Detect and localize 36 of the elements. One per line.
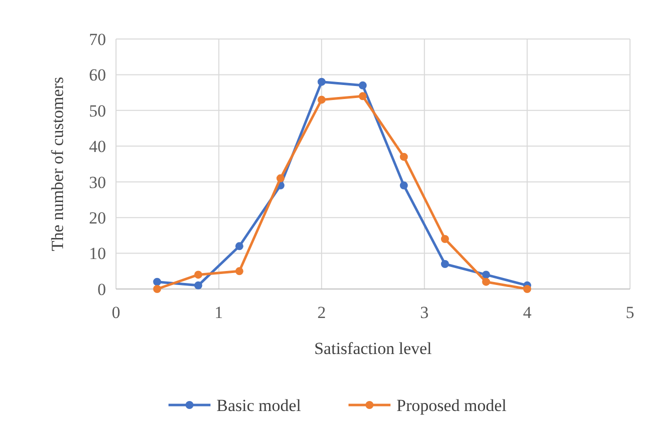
- y-tick-label: 20: [89, 208, 106, 228]
- point: [358, 81, 367, 90]
- point: [318, 78, 326, 86]
- x-tick-label: 1: [214, 303, 224, 322]
- x-tick-label: 2: [317, 303, 326, 322]
- point: [482, 278, 490, 286]
- point: [235, 267, 244, 276]
- point: [318, 96, 326, 104]
- point: [358, 92, 367, 100]
- y-tick-label: 50: [89, 101, 106, 120]
- y-tick-label: 60: [89, 66, 106, 85]
- point: [440, 260, 449, 268]
- point: [440, 235, 449, 243]
- point: [153, 285, 162, 293]
- point: [194, 270, 202, 279]
- point: [276, 174, 284, 182]
- legend-label: Proposed model: [396, 396, 507, 415]
- y-tick-label: 40: [89, 137, 106, 156]
- y-axis-title: The number of customers: [48, 76, 67, 252]
- x-axis-title: Satisfaction level: [314, 339, 432, 358]
- point: [194, 281, 202, 290]
- y-tick-label: 10: [89, 244, 106, 264]
- point: [482, 270, 490, 279]
- y-tick-label: 30: [89, 172, 106, 192]
- point: [153, 278, 162, 286]
- point: [400, 152, 408, 161]
- x-tick-label: 5: [626, 303, 634, 322]
- y-tick-label: 0: [98, 280, 106, 299]
- x-tick-label: 4: [522, 303, 532, 322]
- legend-label: Basic model: [216, 396, 302, 415]
- y-tick-label: 70: [89, 30, 106, 49]
- x-tick-label: 0: [112, 303, 120, 322]
- point: [523, 285, 532, 293]
- point: [235, 242, 244, 250]
- x-tick-label: 3: [420, 303, 429, 322]
- point: [400, 181, 408, 190]
